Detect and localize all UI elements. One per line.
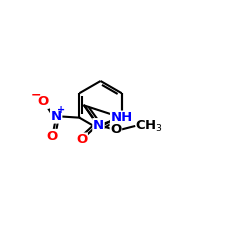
Text: NH: NH: [110, 111, 133, 124]
Text: CH$_3$: CH$_3$: [136, 119, 164, 134]
Text: O: O: [37, 95, 48, 108]
Text: −: −: [30, 88, 41, 102]
Text: O: O: [76, 133, 87, 146]
Text: N: N: [50, 110, 62, 123]
Text: N: N: [93, 119, 104, 132]
Text: O: O: [47, 130, 58, 142]
Text: O: O: [110, 124, 122, 136]
Text: +: +: [58, 104, 66, 115]
